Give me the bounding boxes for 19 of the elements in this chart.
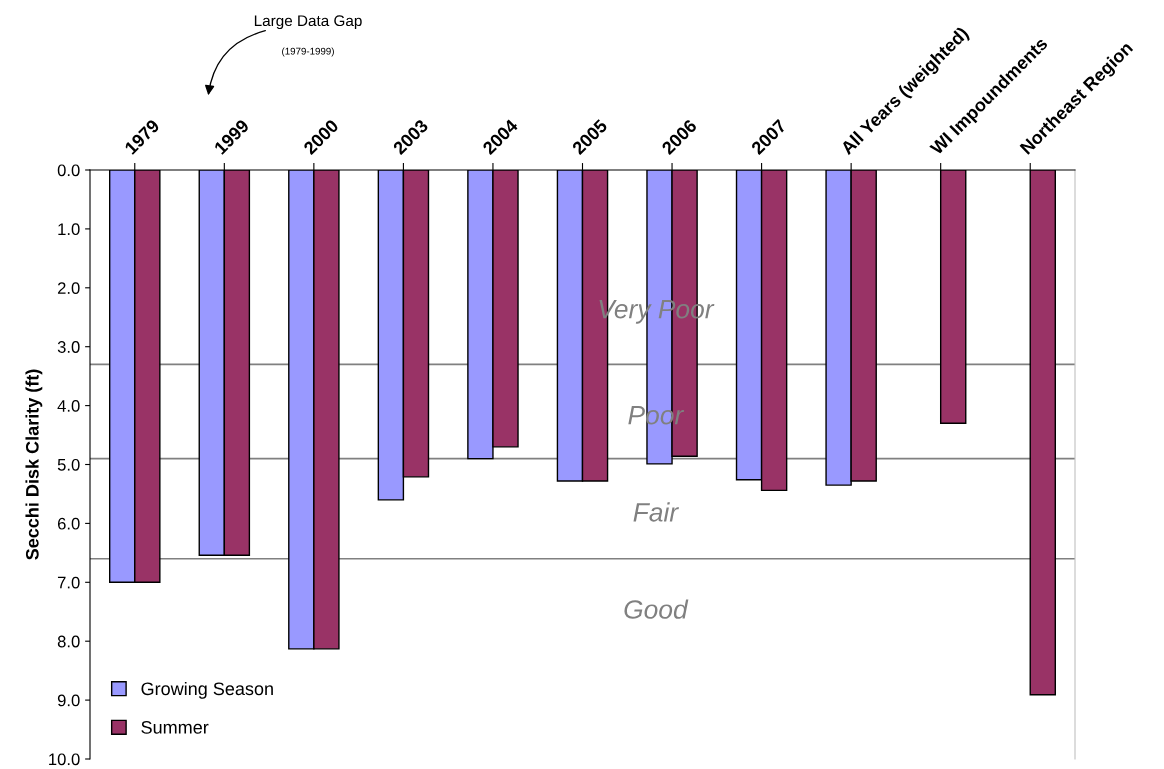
legend-label: Growing Season [141,681,273,699]
y-tick-label: 0.0 [57,164,80,177]
text: Large Data Gap [254,15,362,30]
legend-label: Summer [141,720,209,734]
y-tick-label: 9.0 [57,694,80,707]
y-tick-label: 1.0 [58,223,80,236]
y-axis-title: Secchi Disk Clarity (ft) [25,369,43,560]
y-tick-label: 10.0 [49,753,80,766]
y-tick-label: 8.0 [57,635,80,648]
y-tick-label: 6.0 [57,517,80,530]
annotation: Fair [633,502,679,522]
y-tick-label: 3.0 [57,341,80,353]
annotation: Good [624,599,689,619]
y-tick-label: 4.0 [57,400,80,412]
annotation: Poor [628,406,685,425]
y-tick-label: 7.0 [57,576,80,589]
y-tick-label: 2.0 [57,282,80,294]
y-tick-label: 5.0 [57,458,80,471]
text: (1979-1999) [282,47,334,57]
